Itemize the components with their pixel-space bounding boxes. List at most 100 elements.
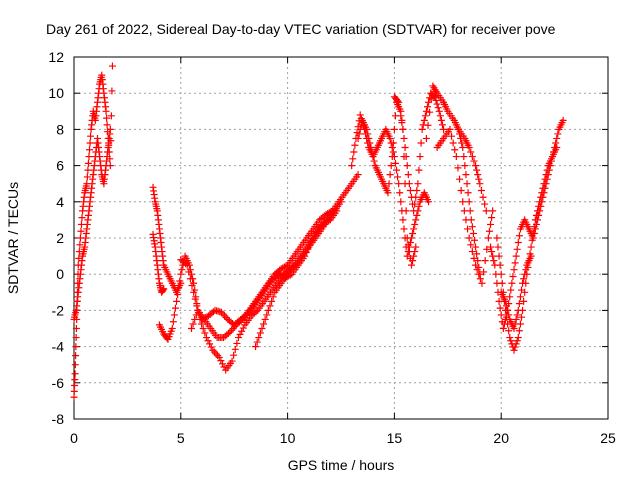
- data-point: [459, 144, 467, 151]
- data-point: [103, 121, 111, 129]
- data-point: [215, 353, 223, 361]
- series-pass-12: [422, 82, 490, 215]
- data-point: [102, 107, 110, 115]
- data-point: [84, 159, 92, 167]
- data-point: [198, 320, 206, 328]
- data-point: [456, 130, 464, 138]
- data-point: [512, 315, 520, 323]
- data-point: [463, 180, 471, 188]
- data-point: [479, 193, 487, 201]
- data-point: [553, 134, 561, 142]
- data-point: [472, 162, 480, 170]
- data-point: [399, 216, 407, 224]
- data-point: [207, 343, 215, 351]
- data-point: [517, 286, 525, 294]
- data-point: [160, 285, 168, 293]
- data-point: [187, 325, 195, 332]
- x-tick-label: 10: [280, 430, 296, 446]
- y-tick-label: -4: [52, 339, 65, 355]
- y-axis-label: SDTVAR / TECUs: [5, 182, 21, 294]
- data-point: [465, 234, 473, 242]
- data-point: [422, 107, 430, 115]
- data-point: [412, 216, 420, 224]
- data-point: [84, 166, 92, 174]
- data-point: [106, 125, 114, 133]
- data-point: [206, 340, 214, 348]
- data-point: [255, 334, 263, 342]
- data-point: [460, 207, 468, 215]
- data-point: [494, 243, 502, 251]
- data-point: [467, 241, 475, 249]
- data-point: [477, 186, 485, 194]
- data-point: [468, 248, 476, 256]
- data-point: [394, 173, 402, 181]
- data-point: [202, 334, 210, 342]
- data-point: [183, 261, 191, 269]
- y-tick-label: 2: [56, 230, 64, 246]
- data-point: [498, 279, 506, 287]
- data-point: [489, 252, 497, 260]
- data-point: [474, 171, 482, 179]
- data-point: [71, 370, 79, 378]
- data-point: [363, 125, 371, 133]
- data-point: [470, 254, 478, 262]
- data-point: [108, 62, 116, 70]
- data-point: [412, 243, 420, 251]
- data-point: [457, 186, 465, 194]
- y-tick-label: -2: [52, 302, 65, 318]
- data-point: [454, 125, 462, 133]
- data-point: [401, 144, 409, 151]
- data-point: [83, 173, 91, 181]
- data-point: [434, 104, 442, 112]
- data-point: [236, 330, 244, 338]
- data-point: [522, 266, 530, 274]
- data-point: [354, 134, 362, 142]
- data-point: [403, 234, 411, 242]
- data-point: [484, 234, 492, 242]
- data-point: [424, 121, 432, 129]
- data-point: [437, 116, 445, 124]
- data-point: [508, 279, 516, 287]
- data-point: [189, 320, 197, 328]
- data-point: [409, 229, 417, 237]
- data-point: [456, 175, 464, 183]
- data-point: [520, 275, 528, 283]
- data-point: [503, 302, 511, 310]
- data-point: [178, 266, 186, 274]
- data-point: [400, 134, 408, 142]
- data-point: [221, 312, 229, 320]
- data-point: [433, 100, 441, 108]
- data-point: [478, 279, 486, 287]
- data-point: [185, 268, 193, 276]
- data-point: [451, 146, 459, 154]
- data-point: [513, 245, 521, 253]
- data-point: [188, 282, 196, 290]
- data-point: [201, 329, 209, 337]
- data-point: [397, 198, 405, 206]
- data-point: [72, 352, 80, 360]
- data-point: [400, 153, 408, 161]
- data-point: [256, 329, 264, 337]
- data-point: [186, 275, 194, 283]
- data-point: [70, 387, 78, 395]
- data-point: [368, 148, 376, 156]
- data-point: [71, 361, 79, 369]
- data-point: [328, 207, 336, 215]
- data-point: [449, 139, 457, 147]
- data-point: [355, 130, 363, 138]
- data-point: [520, 297, 528, 305]
- data-point: [515, 300, 523, 308]
- data-point: [490, 257, 498, 265]
- data-point: [521, 270, 529, 278]
- data-point: [559, 116, 567, 124]
- data-point: [175, 284, 183, 292]
- data-point: [237, 317, 245, 325]
- data-point: [480, 268, 488, 276]
- data-point: [395, 98, 403, 106]
- data-point: [395, 180, 403, 188]
- data-point: [501, 297, 509, 305]
- data-point: [553, 144, 561, 151]
- data-point: [86, 139, 94, 147]
- data-point: [513, 311, 521, 319]
- data-point: [71, 382, 79, 390]
